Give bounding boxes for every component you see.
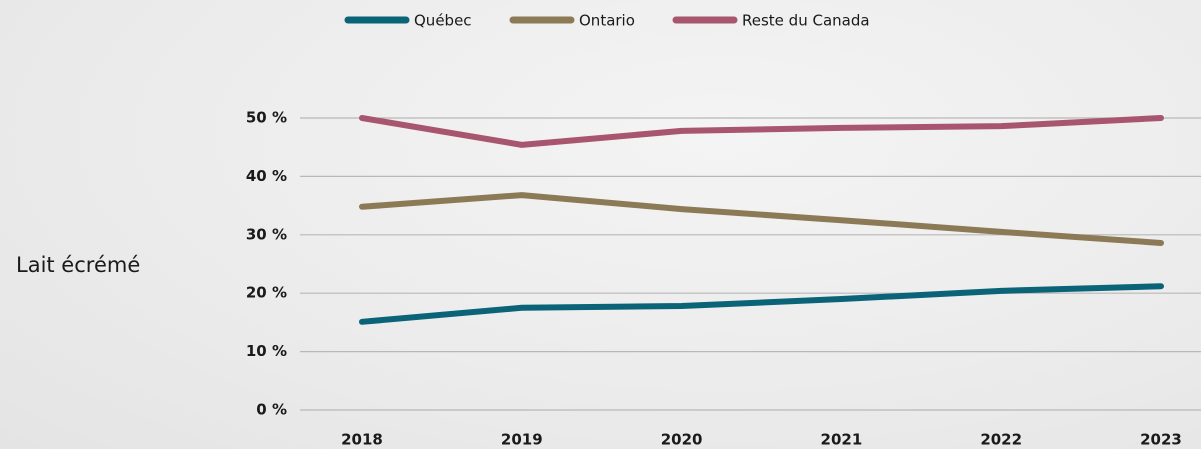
legend-label: Reste du Canada	[742, 12, 870, 30]
y-tick-label: 10 %	[246, 342, 287, 360]
x-tick-label: 2020	[661, 431, 703, 449]
row-label: Lait écrémé	[16, 253, 140, 277]
y-tick-label: 40 %	[246, 167, 287, 185]
y-tick-label: 50 %	[246, 109, 287, 127]
y-tick-label: 20 %	[246, 284, 287, 302]
legend-label: Québec	[414, 12, 472, 30]
legend-label: Ontario	[579, 12, 635, 30]
series-line	[359, 283, 1164, 325]
x-tick-label: 2023	[1140, 431, 1182, 449]
y-tick-label: 0 %	[256, 401, 287, 419]
series-line	[359, 192, 1164, 246]
x-tick-label: 2021	[821, 431, 863, 449]
series-line	[359, 115, 1164, 148]
y-tick-label: 30 %	[246, 225, 287, 243]
x-tick-label: 2018	[341, 431, 383, 449]
x-tick-label: 2022	[980, 431, 1022, 449]
x-tick-label: 2019	[501, 431, 543, 449]
